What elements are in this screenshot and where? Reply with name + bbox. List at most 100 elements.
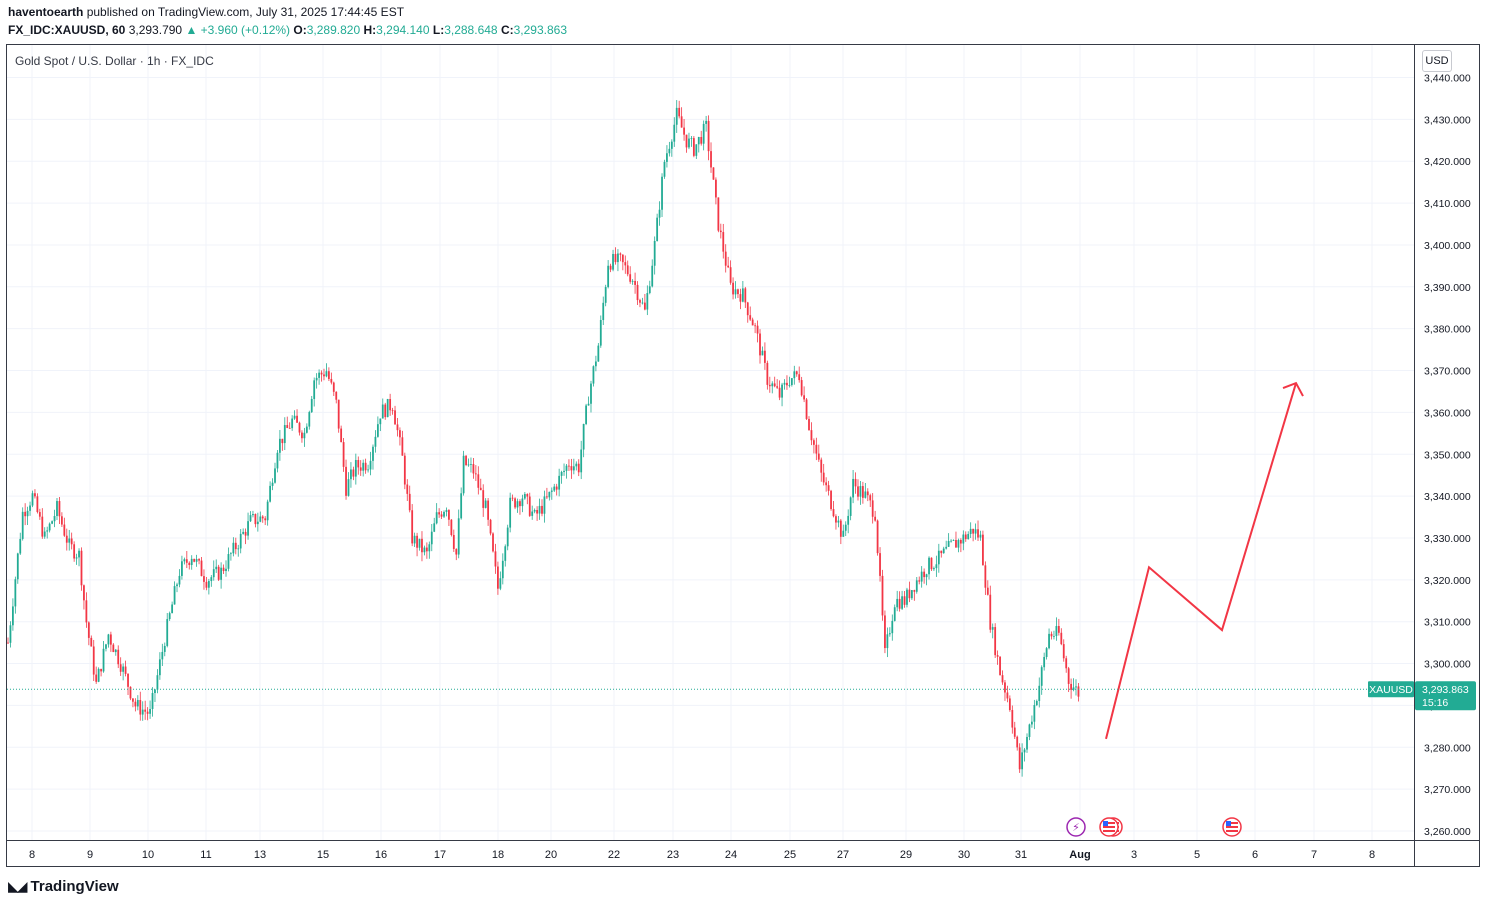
candle-body	[51, 521, 53, 524]
lightning-circle	[1066, 817, 1086, 837]
candle-body	[942, 548, 945, 554]
price-tick-label: 3,420.000	[1424, 156, 1471, 168]
candle-body	[129, 686, 132, 699]
candle-body	[492, 533, 494, 552]
flag-stripe	[1226, 822, 1238, 824]
author-name[interactable]: haventoearth	[8, 5, 84, 19]
candle-body	[396, 424, 399, 431]
candle-body	[964, 534, 967, 540]
candle-body	[533, 509, 536, 512]
candle-body	[680, 116, 683, 128]
price-tick-label: 3,340.000	[1424, 491, 1471, 503]
candle-body	[1038, 685, 1041, 701]
candle-body	[519, 501, 521, 507]
candle-body	[320, 372, 323, 375]
candle-body	[1028, 724, 1031, 737]
currency-button[interactable]: USD	[1422, 50, 1452, 72]
candle-body	[888, 633, 891, 635]
candle-body	[631, 280, 634, 282]
candle-body	[1035, 700, 1038, 706]
candle-body	[670, 141, 673, 149]
candle-body	[830, 490, 832, 510]
brand-name: TradingView	[30, 878, 119, 895]
candle-body	[832, 509, 835, 517]
time-tick-label: 8	[1369, 849, 1375, 861]
candle-body	[56, 501, 58, 516]
candle-body	[406, 484, 409, 494]
publish-info: haventoearth published on TradingView.co…	[8, 5, 404, 19]
candle-body	[254, 514, 257, 525]
candle-body	[394, 410, 396, 425]
candle-body	[991, 627, 994, 630]
candle-body	[443, 511, 445, 517]
high-label: H:	[363, 23, 377, 37]
candle-body	[26, 510, 29, 517]
time-tick-label: 20	[545, 849, 557, 861]
candle-body	[256, 521, 259, 525]
candle-body	[374, 436, 377, 447]
candle-body	[156, 675, 159, 690]
candle-body	[710, 151, 712, 168]
candle-body	[127, 673, 129, 687]
us-flag-event-icon	[1099, 817, 1119, 837]
candle-body	[972, 528, 975, 534]
candle-body	[146, 711, 149, 714]
candle-body	[212, 569, 215, 578]
candle-body	[266, 501, 269, 521]
candle-body	[408, 493, 411, 511]
candle-body	[1001, 675, 1004, 683]
candle-body	[24, 511, 27, 517]
candle-body	[435, 512, 438, 524]
candle-body	[1048, 633, 1050, 649]
candle-body	[827, 485, 830, 491]
candle-body	[1055, 626, 1058, 637]
candle-body	[109, 634, 112, 645]
time-tick-label: 8	[29, 849, 35, 861]
candle-body	[467, 464, 470, 466]
candle-body	[1075, 686, 1077, 688]
candle-body	[778, 387, 781, 398]
candle-body	[800, 380, 803, 396]
candle-body	[249, 515, 252, 522]
candle-body	[653, 240, 656, 266]
candle-body	[808, 418, 810, 431]
price-tick-label: 3,320.000	[1424, 575, 1471, 587]
tradingview-logo[interactable]: ◣◢ TradingView	[8, 878, 119, 895]
time-tick-label: 24	[725, 849, 737, 861]
candle-body	[438, 512, 441, 515]
candle-body	[590, 383, 592, 404]
candle-body	[717, 197, 720, 231]
candle-body	[957, 539, 960, 548]
candle-body	[913, 590, 916, 592]
time-tick-label: 3	[1131, 849, 1137, 861]
candle-body	[572, 466, 575, 471]
price-tick-label: 3,310.000	[1424, 617, 1471, 629]
candle-body	[124, 666, 127, 674]
candle-body	[928, 557, 930, 575]
candle-body	[859, 486, 862, 497]
candle-body	[43, 531, 46, 537]
candle-body	[617, 253, 619, 263]
candle-body	[604, 287, 607, 303]
candle-body	[372, 446, 374, 461]
candle-body	[553, 486, 556, 491]
candle-body	[820, 459, 823, 473]
candle-body	[776, 386, 779, 388]
candle-body	[874, 516, 877, 521]
event-markers: ⚡	[1066, 817, 1242, 837]
candle-body	[362, 462, 365, 471]
candle-body	[795, 371, 798, 375]
candle-body	[751, 319, 754, 326]
candle-body	[656, 217, 659, 241]
candle-body	[788, 385, 791, 386]
candle-body	[634, 280, 636, 285]
flag-stripe	[1226, 826, 1238, 828]
candle-body	[969, 528, 972, 534]
candle-body	[734, 289, 737, 295]
candle-body	[1062, 644, 1065, 659]
candle-body	[536, 509, 539, 514]
candle-body	[305, 426, 308, 433]
candle-body	[141, 709, 144, 715]
candle-body	[274, 468, 276, 483]
